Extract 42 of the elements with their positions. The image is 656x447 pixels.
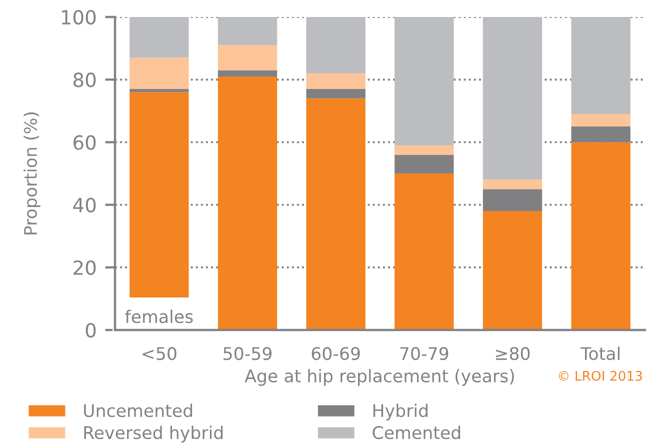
bar — [306, 17, 366, 74]
bar — [394, 17, 454, 146]
x-tick-label: ≥80 — [496, 346, 530, 360]
bar — [218, 17, 278, 46]
bar — [130, 17, 189, 58]
legend-label: Hybrid — [373, 404, 428, 421]
bar — [571, 142, 630, 330]
x-axis-title: Age at hip replacement (years) — [244, 369, 514, 386]
legend-label: Cemented — [372, 426, 460, 440]
bar — [482, 189, 542, 212]
legend-label: Reversed hybrid — [84, 426, 223, 443]
bar — [571, 17, 630, 114]
bar — [482, 17, 542, 180]
bar — [218, 70, 278, 76]
bar — [130, 88, 189, 92]
legend-label: Uncemented — [84, 404, 192, 418]
bar — [394, 145, 454, 155]
y-tick-label: 20 — [74, 260, 96, 276]
x-tick-label: 70-79 — [400, 346, 448, 360]
x-tick-label: 50-59 — [224, 346, 272, 360]
y-tick-label: 80 — [74, 72, 96, 88]
bar — [306, 73, 366, 89]
bar — [482, 211, 542, 330]
annotation: females — [125, 310, 193, 324]
y-tick-label: 100 — [62, 10, 96, 25]
x-tick-label: <50 — [142, 346, 176, 360]
y-tick-label: 60 — [74, 135, 96, 150]
bar — [394, 174, 454, 330]
y-tick-label: 0 — [86, 322, 96, 338]
y-tick-label: 40 — [73, 198, 96, 212]
bar — [306, 88, 366, 98]
y-axis-title: Proportion (%) — [24, 112, 40, 234]
text: © LROI 2013 — [558, 370, 642, 381]
bar — [394, 154, 454, 174]
bar — [130, 58, 189, 89]
bar — [482, 180, 542, 190]
bar — [306, 98, 366, 330]
bar — [218, 45, 278, 70]
x-tick-label: Total — [580, 346, 620, 360]
bar — [218, 76, 278, 330]
bar — [571, 114, 630, 127]
x-tick-label: 60-69 — [312, 346, 360, 360]
